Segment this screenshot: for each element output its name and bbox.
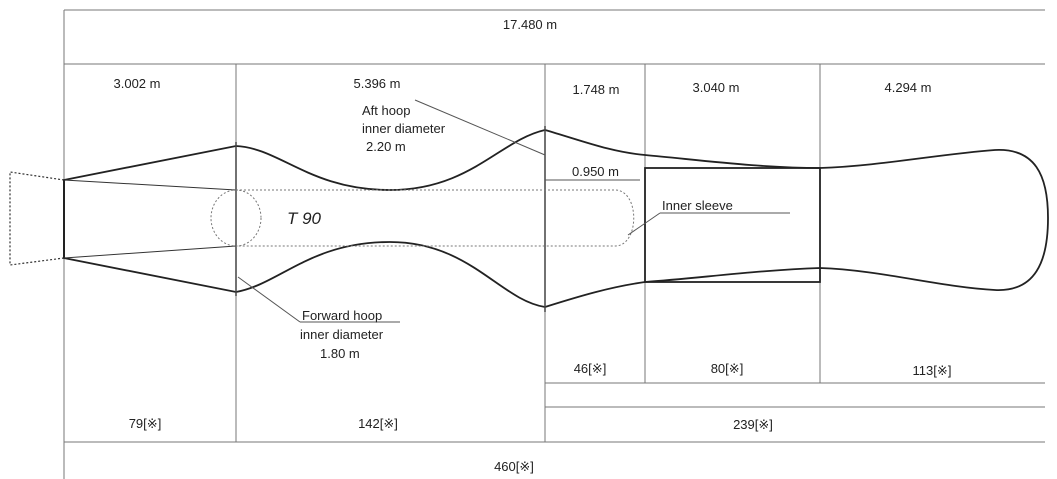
bow-taper-bottom [63, 245, 237, 259]
aft-hoop-line-1: Aft hoop [362, 103, 410, 118]
forward-hoop-line-3: 1.80 m [320, 346, 360, 361]
inner-sleeve-box [644, 167, 821, 283]
weights: 79[※] 142[※] 46[※] 80[※] 113[※] 239[※] 4… [129, 361, 952, 474]
segment-5-length: 4.294 m [885, 80, 932, 95]
segment-2-length: 5.396 m [354, 76, 401, 91]
inner-sleeve-leader [627, 212, 661, 236]
total-length-label: 17.480 m [503, 17, 557, 32]
inner-sleeve-label: Inner sleeve [662, 198, 733, 213]
hull-outline [63, 129, 1049, 308]
aft-hoop-line-3: 2.20 m [366, 139, 406, 154]
bow-taper-top [63, 179, 237, 191]
forward-hoop-line-1: Forward hoop [302, 308, 382, 323]
tank-outline [210, 189, 635, 247]
forward-hoop-annotation: Forward hoop inner diameter 1.80 m [300, 308, 384, 361]
aft-hoop-line-2: inner diameter [362, 121, 446, 136]
weight-total: 460[※] [494, 459, 534, 474]
weight-seg-1: 79[※] [129, 416, 162, 431]
tank-label: T 90 [287, 209, 322, 228]
segment-3-length: 1.748 m [573, 82, 620, 97]
forward-hoop-line-2: inner diameter [300, 327, 384, 342]
aft-hoop-annotation: Aft hoop inner diameter 2.20 m [362, 103, 446, 154]
weight-seg-3: 46[※] [574, 361, 607, 376]
segment-1-length: 3.002 m [114, 76, 161, 91]
aft-hoop-leader [414, 99, 546, 156]
forward-hoop-leader [237, 276, 301, 323]
sleeve-gap-label: 0.950 m [572, 164, 619, 179]
weight-aft-sum: 239[※] [733, 417, 773, 432]
leader-lines [237, 99, 790, 323]
bow-extension-dashed [9, 171, 65, 266]
segment-4-length: 3.040 m [693, 80, 740, 95]
weight-seg-4: 80[※] [711, 361, 744, 376]
weight-seg-5: 113[※] [913, 363, 952, 378]
weight-seg-2: 142[※] [358, 416, 398, 431]
